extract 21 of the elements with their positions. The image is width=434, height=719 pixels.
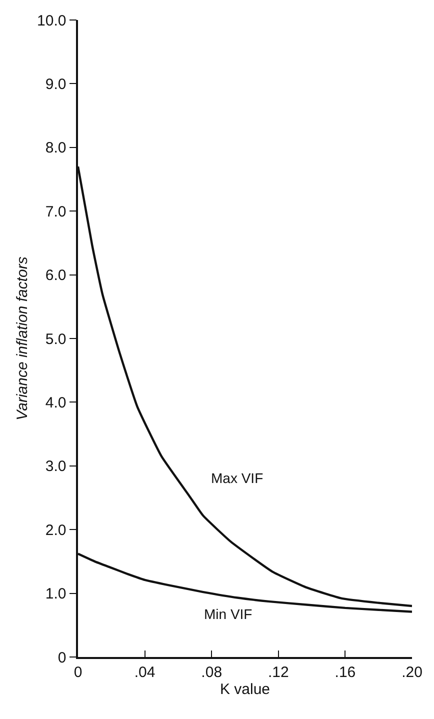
y-tick-label: 8.0 <box>45 140 66 157</box>
x-tick-label: .08 <box>201 664 222 681</box>
y-tick-label: 3.0 <box>45 458 66 476</box>
x-tick-label: .04 <box>134 664 156 681</box>
x-tick-label: .16 <box>334 664 356 681</box>
x-tick-label: .12 <box>268 664 289 681</box>
y-tick-label: 2.0 <box>45 522 66 539</box>
y-tick-label: 6.0 <box>45 267 66 284</box>
y-tick-label: 10.0 <box>37 12 66 30</box>
y-tick-label: 0 <box>58 649 66 666</box>
y-tick-label: 9.0 <box>45 76 66 93</box>
x-tick-label: 0 <box>74 664 82 681</box>
x-tick-label: .20 <box>402 664 422 681</box>
y-tick-label: 1.0 <box>45 586 66 603</box>
y-axis-title: Variance inflation factors <box>14 256 31 420</box>
x-axis-title: K value <box>220 680 270 698</box>
series-label: Max VIF <box>211 470 264 486</box>
y-tick-label: 4.0 <box>45 394 66 412</box>
series-label: Min VIF <box>204 606 252 622</box>
y-tick-label: 7.0 <box>45 203 66 220</box>
y-tick-label: 5.0 <box>45 330 66 348</box>
